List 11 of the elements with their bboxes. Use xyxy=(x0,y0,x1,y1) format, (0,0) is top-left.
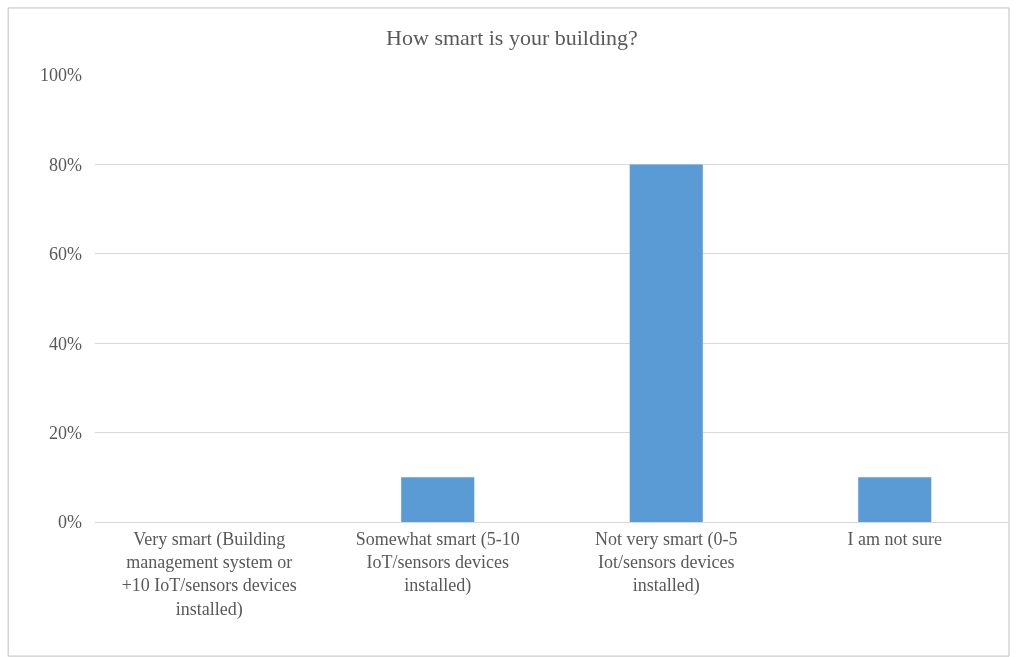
x-tick-label: I am not sure xyxy=(847,528,942,549)
x-tick-label: Somewhat smart (5-10 IoT/sensors devices installed) xyxy=(355,528,520,597)
x-tick-label: Very smart (Building management system or +10 IoT/sensors devices installed) xyxy=(121,528,297,620)
y-tick-label: 20% xyxy=(49,422,82,443)
y-tick-label: 40% xyxy=(49,333,82,354)
y-tick-label: 0% xyxy=(58,512,82,533)
y-tick-label: 80% xyxy=(49,154,82,175)
x-tick-label: Not very smart (0-5 Iot/sensors devices installed) xyxy=(595,528,738,597)
y-tick-label: 100% xyxy=(40,65,82,86)
y-tick-label: 60% xyxy=(49,244,82,265)
chart-title: How smart is your building? xyxy=(386,24,638,50)
